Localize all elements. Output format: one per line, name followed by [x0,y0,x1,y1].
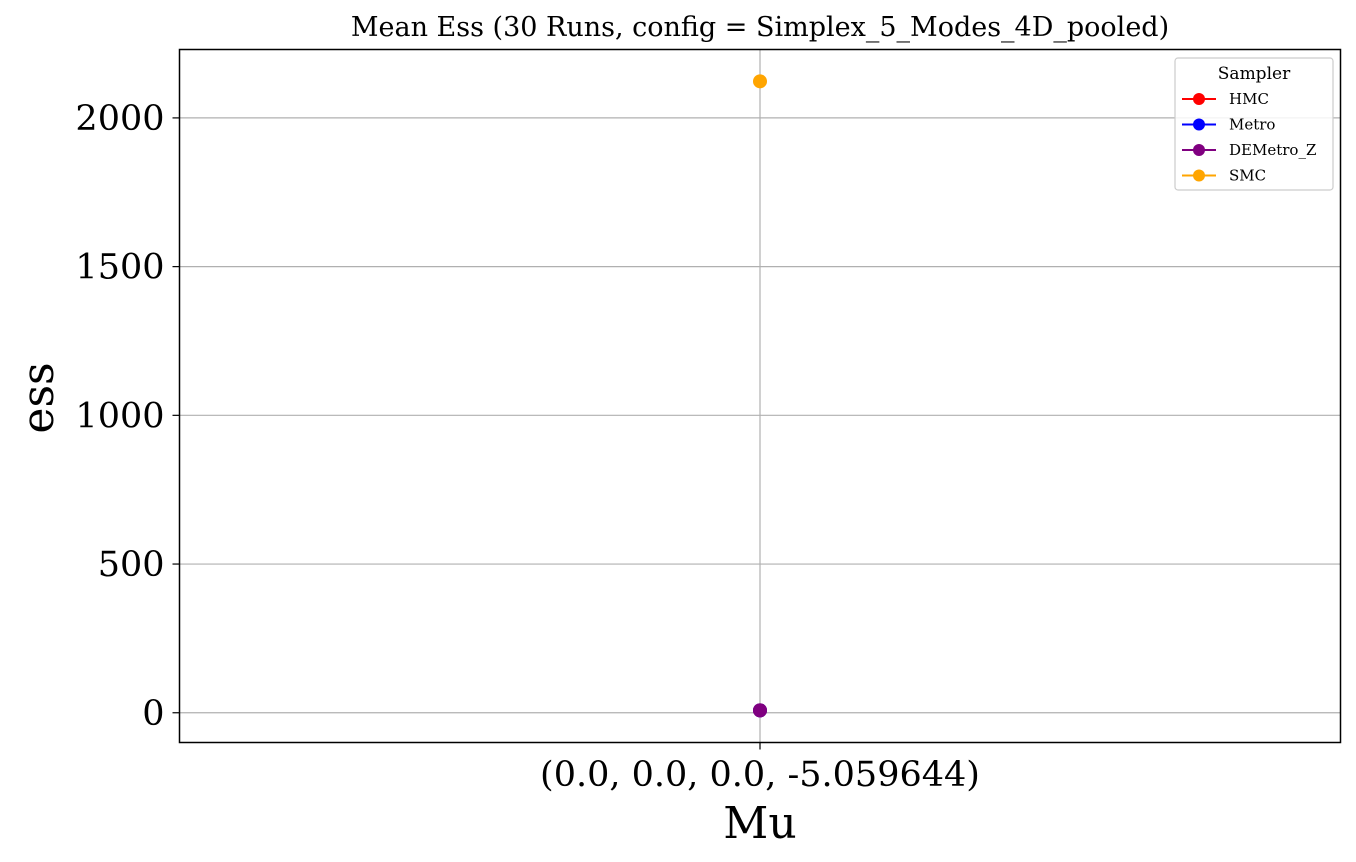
series-demetro-z [753,703,767,718]
legend-label: DEMetro_Z [1229,141,1316,159]
legend-frame [1174,57,1334,191]
y-tick-label: 1500 [75,248,164,288]
x-axis-label: Mu [723,798,796,849]
y-tick-label: 1000 [75,396,164,436]
legend-marker [1193,93,1205,105]
legend-entry: Metro [1182,116,1275,134]
plot-area-frame [178,48,1342,744]
legend-entry: HMC [1182,90,1269,108]
y-tick-label: 2000 [75,99,164,139]
legend-label: Metro [1229,116,1275,134]
legend-marker [1193,169,1205,182]
legend-label: SMC [1229,167,1266,185]
chart-title: Mean Ess (30 Runs, config = Simplex_5_Mo… [351,12,1169,43]
data-point [753,74,767,89]
x-axis-ticks: (0.0, 0.0, 0.0, -5.059644) [540,742,980,795]
grid-layer [179,49,1341,743]
legend-marker [1193,144,1205,156]
data-point [753,703,767,718]
series-smc [753,74,767,89]
legend-label: HMC [1229,90,1269,108]
legend-entries: HMC Metro DEMetro_Z SMC [1182,90,1316,185]
y-axis-label: ess [13,362,64,433]
y-tick-label: 0 [142,694,164,734]
legend: Sampler HMC Metro DEMetro_Z SMC [1174,57,1334,191]
legend-entry: SMC [1182,167,1266,185]
x-tick-label: (0.0, 0.0, 0.0, -5.059644) [540,755,980,795]
legend-marker [1193,118,1205,131]
legend-title: Sampler [1218,64,1291,84]
y-tick-label: 500 [98,545,165,585]
y-axis-ticks: 0 500 1000 1500 2000 [75,99,180,734]
series-layer [753,74,767,718]
legend-entry: DEMetro_Z [1182,141,1316,159]
